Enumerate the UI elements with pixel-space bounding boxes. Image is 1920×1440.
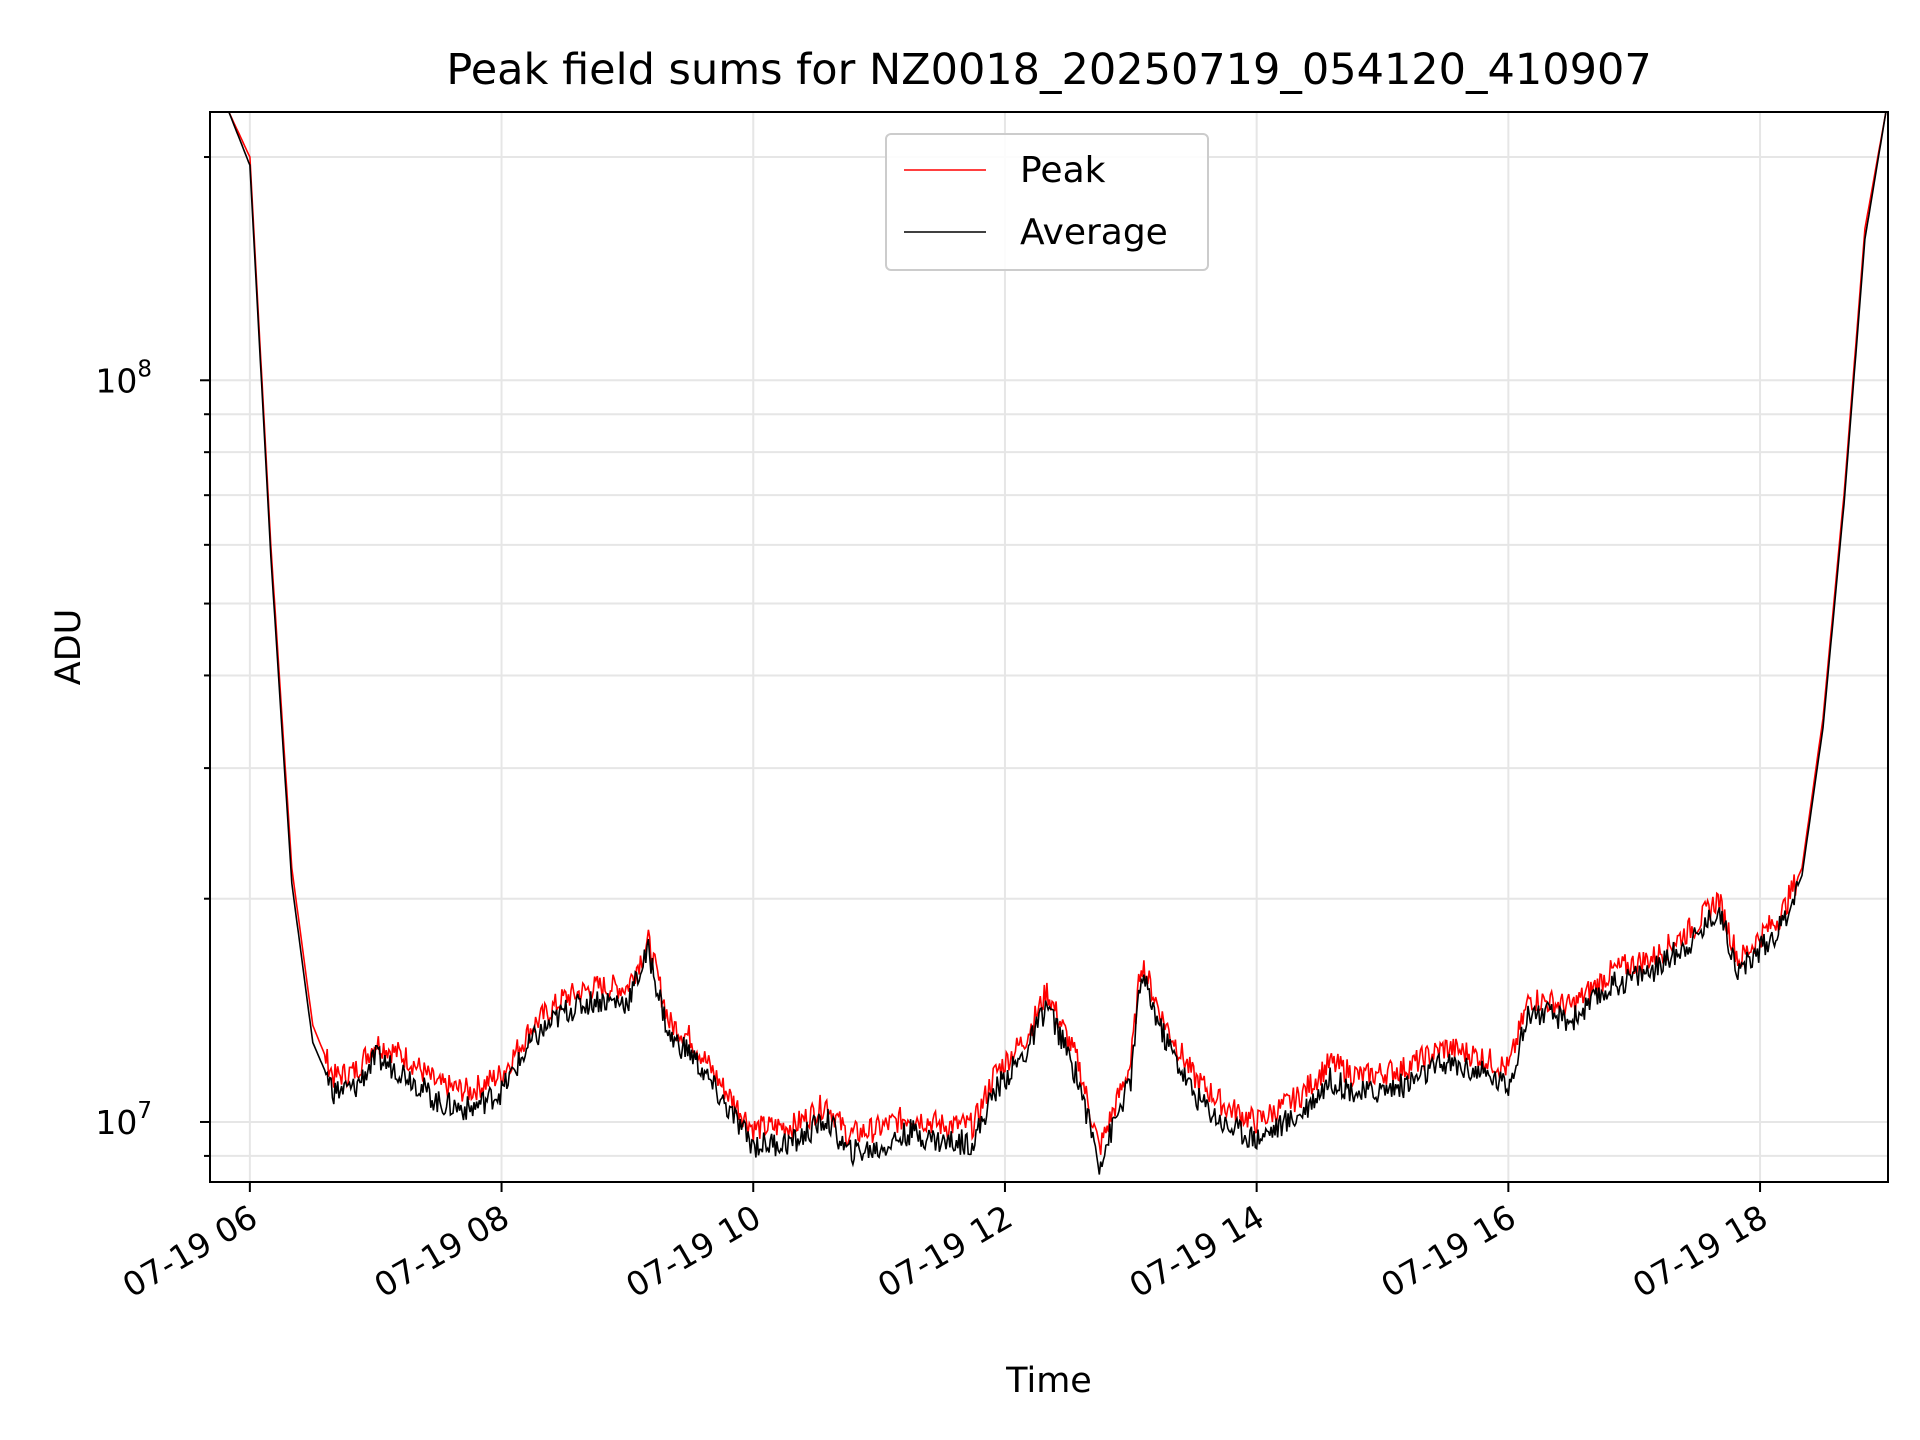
axis-ticks: 07-19 06 07-19 08 07-19 10 07-19 12 07-19 14… — [95, 156, 1774, 1305]
y-axis-label: ADU — [49, 609, 89, 686]
grid — [210, 112, 1888, 1182]
x-tick-label: 07-19 16 — [1374, 1197, 1522, 1305]
x-tick-label: 07-19 14 — [1123, 1197, 1271, 1305]
legend-label-peak: Peak — [1020, 150, 1106, 191]
series-layer — [210, 112, 1887, 1175]
chart-title: Peak field sums for NZ0018_20250719_0541… — [446, 45, 1651, 95]
x-tick-label: 07-19 18 — [1626, 1197, 1774, 1305]
x-tick-label: 07-19 06 — [116, 1197, 264, 1305]
legend-label-average: Average — [1020, 212, 1168, 253]
x-tick-label: 07-19 08 — [368, 1197, 516, 1305]
plot-frame — [209, 111, 1889, 1183]
legend: Peak Average — [885, 133, 1209, 271]
y-tick-label: 107 — [95, 1098, 152, 1142]
x-tick-label: 07-19 12 — [871, 1197, 1019, 1305]
x-tick-label: 07-19 10 — [619, 1197, 767, 1305]
x-axis-label: Time — [1005, 1361, 1092, 1401]
legend-box — [885, 133, 1209, 271]
series-line-average — [210, 112, 1887, 1175]
series-line-peak — [210, 112, 1887, 1155]
y-tick-label: 108 — [95, 356, 152, 400]
